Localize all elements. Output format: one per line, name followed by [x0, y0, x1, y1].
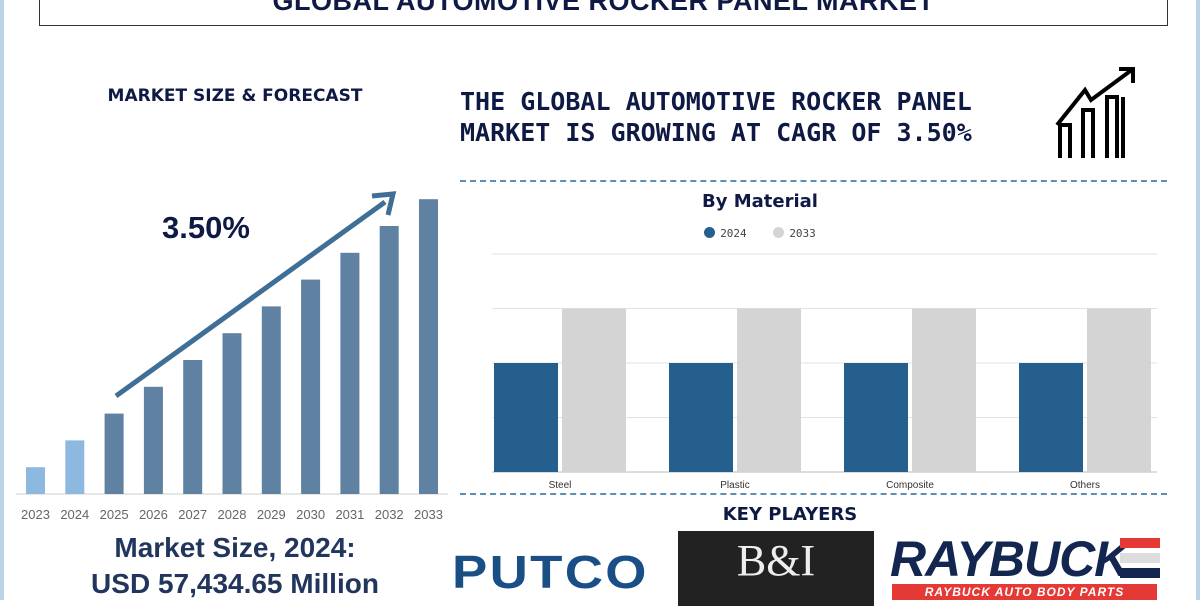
tick-label-plastic: Plastic	[720, 480, 749, 491]
putco-logo: PUTCO	[452, 546, 649, 598]
raybuck-stripes-icon	[1120, 538, 1160, 583]
market-size-value: USD 57,434.65 Million	[91, 568, 379, 599]
material-chart: Steel Plastic Composite Others	[492, 253, 1157, 491]
title-banner: GLOBAL AUTOMOTIVE ROCKER PANEL MARKET	[39, 0, 1168, 26]
headline: THE GLOBAL AUTOMOTIVE ROCKER PANEL MARKE…	[460, 87, 972, 147]
tick-label-steel: Steel	[549, 480, 572, 491]
tick-label-composite: Composite	[886, 480, 934, 491]
bar-2028	[222, 333, 242, 494]
raybuck-logo-subtitle: RAYBUCK AUTO BODY PARTS	[892, 584, 1157, 600]
bar-2024	[65, 440, 85, 494]
tick-label-2026: 2026	[139, 507, 168, 522]
legend-dot-icon	[704, 227, 716, 238]
tick-label-2028: 2028	[218, 507, 247, 522]
raybuck-logo: RAYBUCK	[890, 531, 1130, 587]
bar-2031	[340, 252, 360, 494]
bar-2029	[261, 306, 281, 494]
tick-label-2033: 2033	[414, 507, 443, 522]
bi-logo-text: B&I	[736, 536, 816, 585]
chart-legend: 2024 2033	[460, 227, 1060, 240]
bar-composite-2024	[844, 363, 908, 472]
bar-steel-2033	[562, 308, 626, 472]
tick-label-2027: 2027	[178, 507, 207, 522]
tick-label-2030: 2030	[296, 507, 325, 522]
tick-label-2024: 2024	[60, 507, 89, 522]
bar-2033	[419, 199, 438, 494]
bar-plastic-2033	[737, 308, 801, 472]
left-heading: MARKET SIZE & FORECAST	[107, 86, 363, 106]
legend-label: 2024	[720, 227, 747, 240]
legend-dot-icon	[773, 227, 785, 238]
tick-label-others: Others	[1070, 480, 1100, 491]
legend-item-2024: 2024	[704, 227, 747, 240]
divider-bottom	[460, 493, 1167, 495]
growth-chart-icon	[1055, 67, 1135, 158]
cagr-annotation: 3.50%	[162, 210, 250, 245]
tick-label-2025: 2025	[100, 507, 129, 522]
bar-plastic-2024	[669, 363, 733, 472]
tick-label-2032: 2032	[375, 507, 404, 522]
market-size-label: Market Size, 2024:	[114, 532, 356, 563]
legend-label: 2033	[789, 227, 816, 240]
bi-logo: B&I	[678, 531, 874, 606]
material-chart-title: By Material	[702, 191, 818, 212]
bar-others-2024	[1019, 363, 1083, 472]
bar-2027	[183, 360, 203, 494]
page-title: GLOBAL AUTOMOTIVE ROCKER PANEL MARKET	[272, 0, 935, 16]
tick-label-2029: 2029	[257, 507, 286, 522]
tick-label-2023: 2023	[21, 507, 50, 522]
divider-top	[460, 180, 1167, 182]
bar-2026	[143, 386, 163, 494]
left-border	[0, 0, 4, 600]
bar-steel-2024	[494, 363, 558, 472]
legend-item-2033: 2033	[773, 227, 816, 240]
trend-arrow	[114, 199, 387, 399]
bar-composite-2033	[912, 308, 976, 472]
forecast-chart: 2023 2024 2025 2026 2027 2028 2029 2030 2031 2032…	[16, 191, 448, 522]
bar-others-2033	[1087, 308, 1151, 472]
tick-label-2031: 2031	[335, 507, 364, 522]
bar-2025	[104, 413, 124, 494]
key-players-heading: KEY PLAYERS	[722, 504, 858, 525]
bar-2032	[379, 226, 399, 494]
bar-2023	[26, 467, 45, 494]
right-border	[1196, 0, 1200, 600]
trend-arrow-head-icon	[371, 191, 397, 216]
bar-2030	[301, 279, 321, 494]
